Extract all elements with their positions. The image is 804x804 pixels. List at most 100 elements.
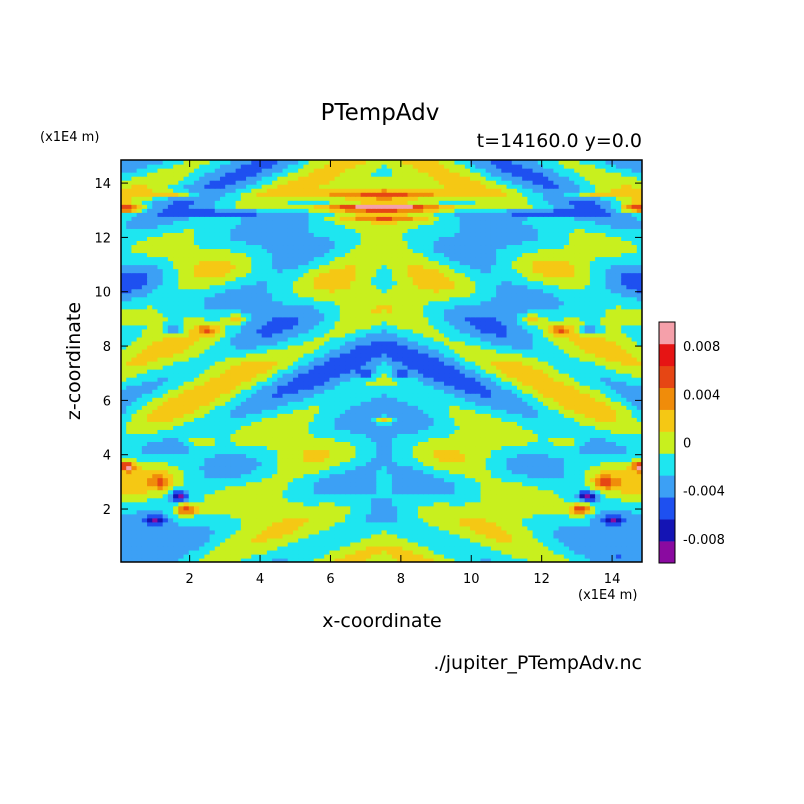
contour-cell [490,441,497,447]
contour-cell [496,461,502,467]
contour-cell [417,417,424,422]
contour-cell [298,529,304,535]
contour-cell [470,481,476,487]
contour-cell [543,389,549,394]
contour-cell [193,429,200,434]
contour-cell [371,401,377,406]
contour-cell [298,469,304,475]
contour-cell [584,533,591,539]
contour-cell [615,437,622,442]
contour-cell [152,373,159,378]
contour-cell [209,429,216,434]
contour-cell [282,393,289,398]
contour-cell [339,461,346,467]
contour-cell [532,409,539,414]
contour-cell [386,445,393,451]
contour-cell [485,553,492,559]
contour-cell [496,385,502,390]
contour-cell [412,405,419,410]
contour-cell [376,409,383,414]
contour-cell [225,393,232,398]
contour-cell [610,401,617,406]
contour-cell [527,401,534,406]
contour-cell [282,449,289,455]
contour-cell [397,533,403,539]
contour-cell [355,493,362,499]
contour-cell [308,453,315,459]
contour-cell [563,365,570,370]
contour-cell [199,513,205,519]
contour-cell [365,545,372,551]
contour-cell [480,473,487,479]
contour-cell [589,525,596,531]
contour-cell [371,381,377,386]
contour-cell [417,397,424,402]
contour-cell [308,529,315,535]
contour-cell [355,513,362,519]
contour-cell [240,525,247,531]
contour-cell [595,473,601,479]
contour-cell [412,505,419,511]
contour-cell [485,385,492,390]
contour-cell [136,425,143,430]
contour-cell [214,393,221,398]
contour-cell [511,537,518,543]
contour-cell [266,421,273,426]
contour-cell [360,509,367,515]
contour-cell [490,365,497,370]
contour-cell [444,549,450,555]
contour-cell [131,437,138,442]
contour-cell [329,425,336,430]
contour-cell [303,469,310,475]
contour-cell [621,429,627,434]
contour-cell [365,509,372,515]
contour-cell [162,465,169,471]
contour-cell [313,401,320,406]
contour-cell [199,541,205,547]
contour-cell [428,381,435,386]
contour-cell [345,517,351,523]
contour-cell [459,553,466,559]
contour-cell [308,481,315,487]
contour-cell [266,457,273,463]
contour-cell [126,373,133,378]
contour-cell [407,493,414,499]
contour-cell [454,461,461,467]
contour-cell [470,369,476,374]
contour-cell [428,525,435,531]
contour-cell [490,549,497,555]
contour-cell [167,441,174,447]
contour-cell [600,485,607,491]
contour-cell [277,365,284,370]
contour-cell [136,517,143,523]
contour-cell [412,385,419,390]
contour-cell [121,385,127,390]
contour-cell [121,425,127,430]
contour-cell [152,453,159,459]
contour-cell [126,449,133,455]
contour-cell [272,513,278,519]
contour-cell [532,485,539,491]
contour-cell [496,493,502,499]
contour-cell [621,389,627,394]
contour-cell [397,497,403,503]
contour-cell [558,465,565,471]
contour-cell [412,465,419,471]
contour-cell [256,413,263,418]
contour-cell [147,525,153,531]
contour-cell [459,397,466,402]
contour-cell [459,477,466,483]
contour-cell [162,521,169,527]
contour-cell [454,413,461,418]
contour-cell [490,405,497,410]
contour-cell [136,481,143,487]
contour-cell [167,469,174,475]
contour-cell [121,465,127,471]
contour-cell [235,521,242,527]
contour-cell [506,441,513,447]
contour-cell [329,413,336,418]
contour-cell [381,517,388,523]
contour-cell [277,553,284,559]
contour-cell [376,545,383,551]
contour-cell [126,381,133,386]
